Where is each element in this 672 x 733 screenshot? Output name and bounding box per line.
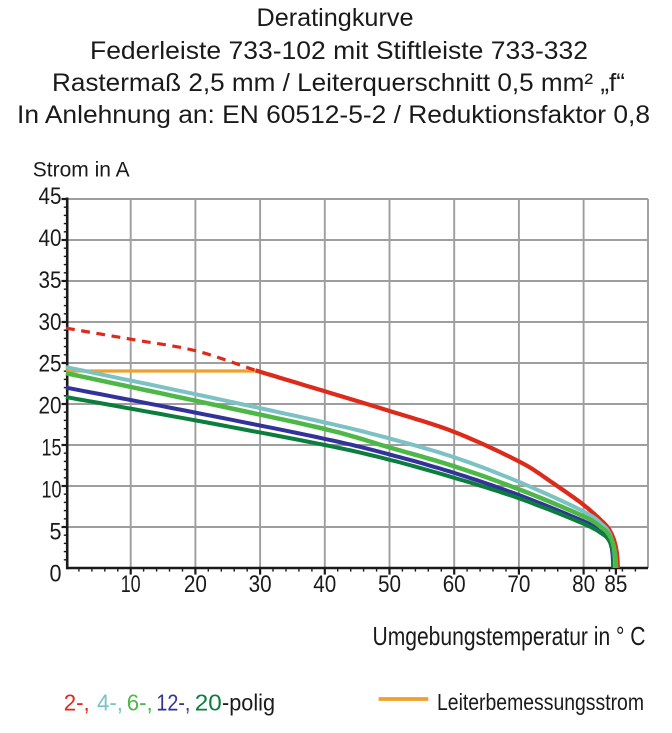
svg-text:30: 30 <box>39 309 62 336</box>
svg-text:80: 80 <box>572 571 595 598</box>
svg-text:6-,: 6-, <box>127 690 153 716</box>
svg-text:30: 30 <box>249 571 272 598</box>
svg-text:45: 45 <box>39 183 62 210</box>
svg-text:Strom in A: Strom in A <box>33 158 130 181</box>
svg-text:20: 20 <box>39 393 62 420</box>
svg-text:Deratingkurve: Deratingkurve <box>257 4 414 32</box>
svg-text:50: 50 <box>378 571 401 598</box>
svg-text:25: 25 <box>39 351 62 378</box>
svg-text:5: 5 <box>50 518 62 545</box>
svg-text:10: 10 <box>121 571 141 598</box>
svg-text:Leiterbemessungsstrom: Leiterbemessungsstrom <box>437 689 644 715</box>
svg-text:10: 10 <box>42 477 62 504</box>
svg-text:40: 40 <box>39 225 62 252</box>
svg-text:Umgebungstemperatur in ° C: Umgebungstemperatur in ° C <box>373 621 646 651</box>
svg-text:0: 0 <box>50 560 62 587</box>
svg-text:12-,: 12-, <box>156 690 190 716</box>
svg-text:20: 20 <box>184 571 207 598</box>
svg-text:2-,: 2-, <box>64 690 90 716</box>
svg-text:20: 20 <box>195 690 222 716</box>
svg-text:Federleiste 733-102 mit Stiftl: Federleiste 733-102 mit Stiftleiste 733-… <box>90 37 588 65</box>
svg-text:60: 60 <box>443 571 466 598</box>
svg-text:-polig: -polig <box>222 690 275 716</box>
svg-text:15: 15 <box>42 435 62 462</box>
svg-text:Rastermaß 2,5 mm / Leiterquers: Rastermaß 2,5 mm / Leiterquerschnitt 0,5… <box>52 69 625 97</box>
svg-text:In Anlehnung an: EN 60512-5-2: In Anlehnung an: EN 60512-5-2 / Reduktio… <box>17 101 650 129</box>
svg-text:40: 40 <box>313 571 336 598</box>
svg-text:85: 85 <box>604 571 627 598</box>
svg-text:4-,: 4-, <box>97 690 123 716</box>
svg-text:35: 35 <box>39 267 62 294</box>
svg-text:70: 70 <box>507 571 530 598</box>
